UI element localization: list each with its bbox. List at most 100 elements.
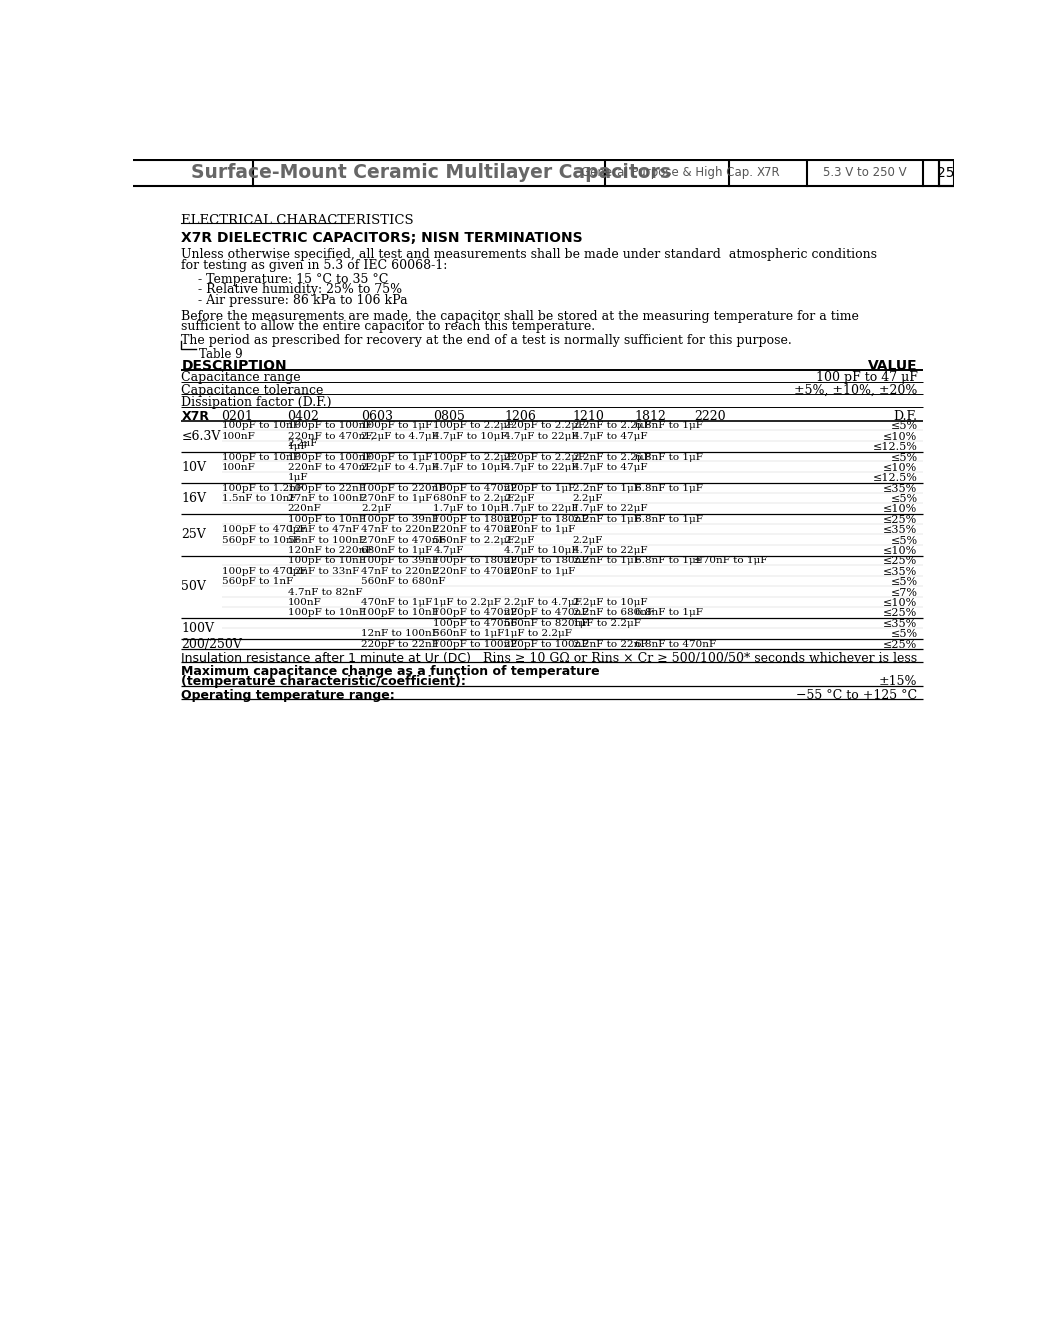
Text: 1.7μF to 10μF: 1.7μF to 10μF bbox=[434, 504, 508, 513]
Text: 220pF to 470nF: 220pF to 470nF bbox=[505, 609, 589, 618]
Text: 4.7μF to 22μF: 4.7μF to 22μF bbox=[505, 463, 579, 472]
Text: DESCRIPTION: DESCRIPTION bbox=[181, 359, 287, 373]
Text: 12nF to 100nF: 12nF to 100nF bbox=[361, 630, 439, 638]
Text: 2.2nF to 680nF: 2.2nF to 680nF bbox=[572, 609, 654, 618]
Text: ≤6.3V: ≤6.3V bbox=[181, 430, 220, 443]
Text: ≤10%: ≤10% bbox=[883, 546, 918, 556]
Text: 100pF to 22nF: 100pF to 22nF bbox=[287, 484, 366, 492]
Text: 220nF to 470nF: 220nF to 470nF bbox=[434, 566, 517, 576]
Text: ≤10%: ≤10% bbox=[883, 463, 918, 472]
Text: 100nF: 100nF bbox=[287, 598, 321, 607]
Text: 100pF to 470pF: 100pF to 470pF bbox=[222, 525, 306, 534]
Text: 2.2μF to 10μF: 2.2μF to 10μF bbox=[572, 598, 648, 607]
Text: 4.7μF to 22μF: 4.7μF to 22μF bbox=[505, 431, 579, 441]
Text: sufficient to allow the entire capacitor to reach this temperature.: sufficient to allow the entire capacitor… bbox=[181, 320, 596, 333]
Text: 4.7μF to 47μF: 4.7μF to 47μF bbox=[572, 463, 648, 472]
Text: 100pF to 470nF: 100pF to 470nF bbox=[434, 484, 517, 492]
Text: ≤10%: ≤10% bbox=[883, 504, 918, 515]
Text: 5.3 V to 250 V: 5.3 V to 250 V bbox=[823, 167, 906, 179]
Text: 6.8nF to 1μF: 6.8nF to 1μF bbox=[635, 484, 703, 492]
Text: 4.7μF: 4.7μF bbox=[434, 546, 463, 556]
Text: VALUE: VALUE bbox=[868, 359, 918, 373]
Text: 220pF to 180nF: 220pF to 180nF bbox=[505, 557, 589, 565]
Text: 200/250V: 200/250V bbox=[181, 638, 242, 651]
Text: 2.2nF to 1μF: 2.2nF to 1μF bbox=[572, 515, 640, 524]
Text: ≤7%: ≤7% bbox=[890, 587, 918, 598]
Text: 1206: 1206 bbox=[505, 410, 536, 423]
Text: 100pF to 1.2nF: 100pF to 1.2nF bbox=[222, 484, 303, 492]
Text: ≤12.5%: ≤12.5% bbox=[872, 442, 918, 452]
Text: 27nF to 100nF: 27nF to 100nF bbox=[287, 493, 366, 503]
Text: 47nF to 220nF: 47nF to 220nF bbox=[361, 525, 439, 534]
Text: 220pF to 22nF: 220pF to 22nF bbox=[361, 639, 439, 648]
Text: 12nF to 47nF: 12nF to 47nF bbox=[287, 525, 358, 534]
Text: 680nF to 1μF: 680nF to 1μF bbox=[361, 546, 432, 556]
Text: ≤25%: ≤25% bbox=[883, 557, 918, 566]
Text: Table 9: Table 9 bbox=[199, 348, 243, 361]
Text: 2.2μF to 4.7μF: 2.2μF to 4.7μF bbox=[505, 598, 582, 607]
Text: for testing as given in 5.3 of IEC 60068-1:: for testing as given in 5.3 of IEC 60068… bbox=[181, 259, 447, 271]
Text: ≤5%: ≤5% bbox=[890, 536, 918, 545]
Text: ≤12.5%: ≤12.5% bbox=[872, 474, 918, 483]
Text: 270nF to 470nF: 270nF to 470nF bbox=[361, 536, 445, 545]
Text: 560pF to 1nF: 560pF to 1nF bbox=[222, 577, 293, 586]
Text: Maximum capacitance change as a function of temperature: Maximum capacitance change as a function… bbox=[181, 664, 600, 677]
Text: 6.8nF to 1μF: 6.8nF to 1μF bbox=[635, 421, 703, 430]
Text: 1μF to 2.2μF: 1μF to 2.2μF bbox=[572, 619, 640, 628]
Text: 47nF to 220nF: 47nF to 220nF bbox=[361, 566, 439, 576]
Text: - Temperature: 15 °C to 35 °C: - Temperature: 15 °C to 35 °C bbox=[194, 274, 389, 287]
Text: X7R DIELECTRIC CAPACITORS; NISN TERMINATIONS: X7R DIELECTRIC CAPACITORS; NISN TERMINAT… bbox=[181, 232, 583, 245]
Text: 2.2μF: 2.2μF bbox=[505, 493, 535, 503]
Text: Surface-Mount Ceramic Multilayer Capacitors: Surface-Mount Ceramic Multilayer Capacit… bbox=[191, 163, 671, 183]
Text: 2.2nF to 1μF: 2.2nF to 1μF bbox=[572, 557, 640, 565]
Text: ≤25%: ≤25% bbox=[883, 639, 918, 650]
Text: 25: 25 bbox=[937, 165, 955, 180]
Text: 12nF to 33nF: 12nF to 33nF bbox=[287, 566, 358, 576]
Text: 100 pF to 47 μF: 100 pF to 47 μF bbox=[816, 372, 918, 384]
Text: 100pF to 10nF: 100pF to 10nF bbox=[287, 609, 366, 618]
Text: 2.2μF: 2.2μF bbox=[572, 536, 603, 545]
Text: Unless otherwise specified, all test and measurements shall be made under standa: Unless otherwise specified, all test and… bbox=[181, 249, 878, 261]
Text: 100pF to 10nF: 100pF to 10nF bbox=[361, 609, 439, 618]
Text: ≤5%: ≤5% bbox=[890, 421, 918, 431]
Text: 220pF to 1μF: 220pF to 1μF bbox=[505, 484, 576, 492]
Text: 100pF to 2.2μF: 100pF to 2.2μF bbox=[434, 452, 514, 462]
Text: 100V: 100V bbox=[181, 622, 214, 635]
Text: X7R: X7R bbox=[756, 167, 780, 179]
Text: 220nF to 470nF: 220nF to 470nF bbox=[287, 463, 372, 472]
Text: 100pF to 10nF: 100pF to 10nF bbox=[287, 515, 366, 524]
Text: 120nF to 220nF: 120nF to 220nF bbox=[287, 546, 372, 556]
Text: Insulation resistance after 1 minute at Ur (DC): Insulation resistance after 1 minute at … bbox=[181, 651, 472, 664]
Text: Before the measurements are made, the capacitor shall be stored at the measuring: Before the measurements are made, the ca… bbox=[181, 310, 860, 323]
Text: 100pF to 180nF: 100pF to 180nF bbox=[434, 557, 517, 565]
Text: 100nF: 100nF bbox=[222, 431, 255, 441]
Text: 100pF to 39nF: 100pF to 39nF bbox=[361, 557, 439, 565]
Text: 100pF to 100nF: 100pF to 100nF bbox=[287, 421, 372, 430]
Text: 100pF to 180nF: 100pF to 180nF bbox=[434, 515, 517, 524]
Text: 0603: 0603 bbox=[361, 410, 393, 423]
Text: ≤10%: ≤10% bbox=[883, 598, 918, 609]
Text: 220pF to 100nF: 220pF to 100nF bbox=[505, 639, 589, 648]
Text: 560pF to 10nF: 560pF to 10nF bbox=[222, 536, 300, 545]
Text: 220nF to 470nF,: 220nF to 470nF, bbox=[287, 431, 373, 441]
Text: 470nF to 1μF: 470nF to 1μF bbox=[361, 598, 432, 607]
Text: 100nF: 100nF bbox=[222, 463, 255, 472]
Text: 100pF to 100nF: 100pF to 100nF bbox=[434, 639, 517, 648]
Text: - Air pressure: 86 kPa to 106 kPa: - Air pressure: 86 kPa to 106 kPa bbox=[194, 294, 408, 307]
Text: 2.2μF: 2.2μF bbox=[361, 504, 391, 513]
Text: 2.2μF: 2.2μF bbox=[572, 493, 603, 503]
Text: 10V: 10V bbox=[181, 460, 207, 474]
Text: ≤35%: ≤35% bbox=[883, 484, 918, 493]
Text: 0805: 0805 bbox=[434, 410, 465, 423]
Text: 4.7μF to 10μF: 4.7μF to 10μF bbox=[434, 463, 508, 472]
Text: 270nF to 1μF: 270nF to 1μF bbox=[361, 493, 432, 503]
Text: 6.8nF to 1μF: 6.8nF to 1μF bbox=[635, 452, 703, 462]
Text: 2.2nF to 2.2μF: 2.2nF to 2.2μF bbox=[572, 421, 651, 430]
Text: 1μF to 2.2μF: 1μF to 2.2μF bbox=[505, 630, 572, 638]
Text: ≤5%: ≤5% bbox=[890, 630, 918, 639]
Text: 100pF to 10nF: 100pF to 10nF bbox=[287, 557, 366, 565]
Text: ≤70nF to 1μF: ≤70nF to 1μF bbox=[694, 557, 767, 565]
Text: 2.2μF to 4.7μF: 2.2μF to 4.7μF bbox=[361, 431, 439, 441]
Text: 100pF to 220nF: 100pF to 220nF bbox=[361, 484, 445, 492]
Text: 1.7μF to 22μF: 1.7μF to 22μF bbox=[505, 504, 579, 513]
